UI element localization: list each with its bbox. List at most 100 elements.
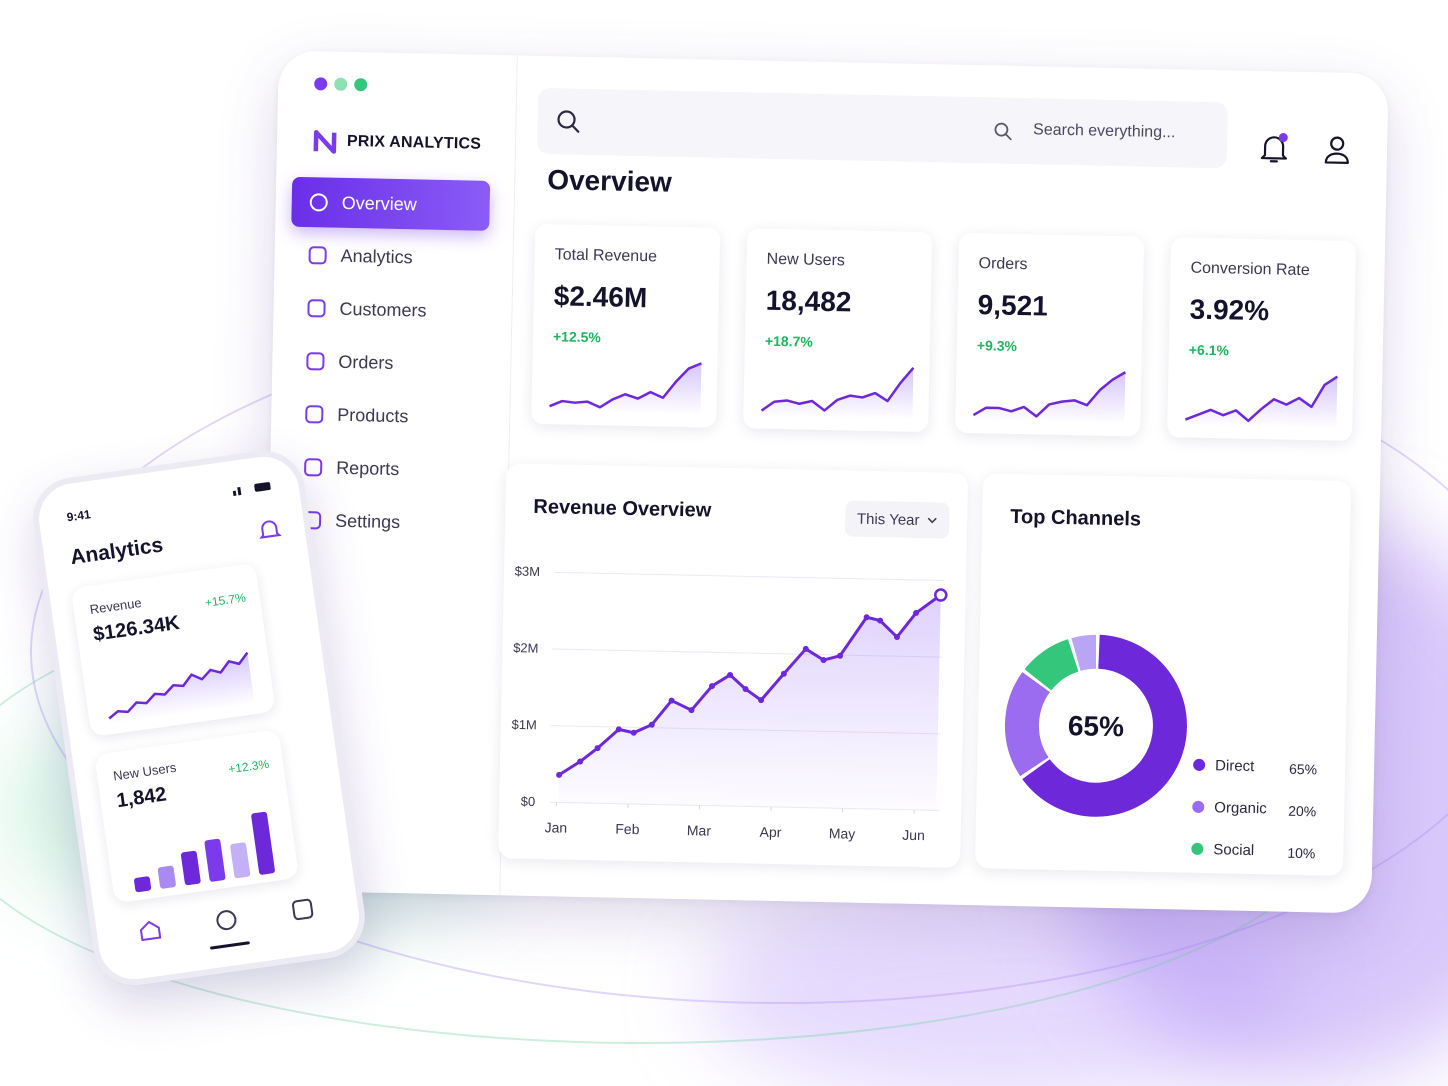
line-point <box>780 670 787 677</box>
donut-segment <box>1022 634 1187 817</box>
phone: 9:41 Analytics Revenue $126.34K +15.7% N… <box>27 445 371 991</box>
nav-item[interactable]: Reports <box>286 442 485 496</box>
bar <box>230 842 251 879</box>
bar <box>251 811 275 875</box>
kpi-change: +12.5% <box>552 328 602 346</box>
nav-icon <box>309 193 328 212</box>
icon-shape <box>304 458 323 477</box>
period-label: This Year <box>856 510 920 529</box>
kpi-label: Conversion Rate <box>1190 259 1310 280</box>
x-tick-label: Jun <box>902 827 925 843</box>
card-value: 1,842 <box>115 783 168 813</box>
window-dot <box>314 77 328 91</box>
tab-stats[interactable] <box>216 910 237 931</box>
window-dot <box>354 78 368 92</box>
kpi-label: Orders <box>978 255 1028 274</box>
dashboard-window: PRIX ANALYTICS Overview Analytics Customer… <box>261 50 1389 914</box>
sparkline-area <box>109 652 255 725</box>
tab-home[interactable] <box>139 920 162 942</box>
icon-shape <box>306 352 325 371</box>
window-dot <box>334 77 348 91</box>
nav-item[interactable]: Overview <box>291 176 491 231</box>
phone-users-card: New Users 1,842 +12.3% <box>94 729 300 904</box>
kpi-value: 3.92% <box>1189 293 1270 327</box>
icon-shape <box>305 405 324 424</box>
tab-profile[interactable] <box>292 898 314 921</box>
x-tick-label: Mar <box>687 822 712 839</box>
sparkline-area <box>549 363 702 416</box>
y-tick-label: $0 <box>521 794 536 809</box>
search-placeholder: Search everything... <box>1032 121 1176 142</box>
icon-shape <box>308 246 327 265</box>
x-tick-label: Feb <box>615 821 640 838</box>
kpi-value: 9,521 <box>977 289 1049 322</box>
legend-value: 65% <box>1289 761 1317 778</box>
nav-item[interactable]: Products <box>287 389 486 443</box>
kpi-change: +9.3% <box>976 337 1018 354</box>
search-bar[interactable]: Search everything... <box>536 87 1229 169</box>
user-icon[interactable] <box>1323 134 1352 165</box>
bar <box>180 850 201 886</box>
nav-item[interactable]: Customers <box>289 283 488 337</box>
donut-center-label: 65% <box>1068 710 1125 742</box>
nav-label: Reports <box>335 457 400 479</box>
nav-label: Customers <box>339 298 427 321</box>
brand: PRIX ANALYTICS <box>313 129 482 157</box>
line-point <box>668 697 675 704</box>
legend-label: Direct <box>1215 757 1255 775</box>
line-chart: $0 $1M $2M $3M Jan Feb Mar Apr May Jun <box>511 564 948 843</box>
kpi-card: New Users 18,482 +18.7% <box>743 228 933 433</box>
nav-label: Settings <box>334 510 401 532</box>
kpi-label: New Users <box>766 250 846 270</box>
line-point <box>863 614 870 621</box>
line-area <box>558 595 941 811</box>
sparkline <box>760 367 915 412</box>
nav-icon <box>305 405 324 424</box>
legend-label: Social <box>1213 841 1254 859</box>
line-point <box>630 729 637 736</box>
line-point <box>877 617 884 624</box>
search-icon-small <box>994 122 1012 141</box>
x-tick-label: Apr <box>759 824 781 840</box>
line-point <box>934 588 948 602</box>
nav-icon <box>306 352 325 371</box>
notification-bell[interactable] <box>1259 131 1290 166</box>
line-point <box>820 657 827 664</box>
legend-dot <box>1192 800 1205 813</box>
nav-label: Products <box>337 404 409 426</box>
kpi-change: +6.1% <box>1188 341 1230 359</box>
kpi-value: $2.46M <box>553 280 648 314</box>
nav-icon <box>308 246 327 265</box>
legend-dot <box>1193 758 1206 771</box>
line-point <box>688 707 695 714</box>
nav-label: Overview <box>341 192 417 214</box>
line-point <box>708 683 715 690</box>
card-change: +12.3% <box>227 756 271 777</box>
line-point <box>893 634 900 641</box>
y-tick-label: $2M <box>513 640 539 656</box>
nav-item[interactable]: Orders <box>288 336 487 390</box>
card-change: +15.7% <box>204 590 247 610</box>
brand-logo <box>313 130 337 154</box>
line-point <box>837 652 844 659</box>
nav-item[interactable]: Analytics <box>290 230 489 284</box>
page-title: Overview <box>546 164 673 198</box>
line-point <box>742 686 749 693</box>
channels-panel: Top Channels 65% Direct 65% Organic 20% Socia… <box>974 473 1352 876</box>
brand-name: PRIX ANALYTICS <box>346 132 482 153</box>
nav-icon <box>304 458 323 477</box>
line-point <box>648 721 655 728</box>
donut-segment <box>1004 672 1051 777</box>
nav-item[interactable]: Settings <box>285 495 484 549</box>
sparkline <box>549 362 702 416</box>
bar <box>134 876 152 893</box>
period-select[interactable]: This Year <box>844 500 950 539</box>
kpi-change: +18.7% <box>764 332 813 350</box>
bar-chart <box>134 811 275 893</box>
bell-icon[interactable] <box>257 517 282 542</box>
legend-label: Organic <box>1214 799 1267 817</box>
status-icons <box>232 482 271 497</box>
sidebar: PRIX ANALYTICS Overview Analytics Customer… <box>261 50 518 896</box>
line-point <box>758 697 765 704</box>
icon-shape <box>309 193 328 212</box>
